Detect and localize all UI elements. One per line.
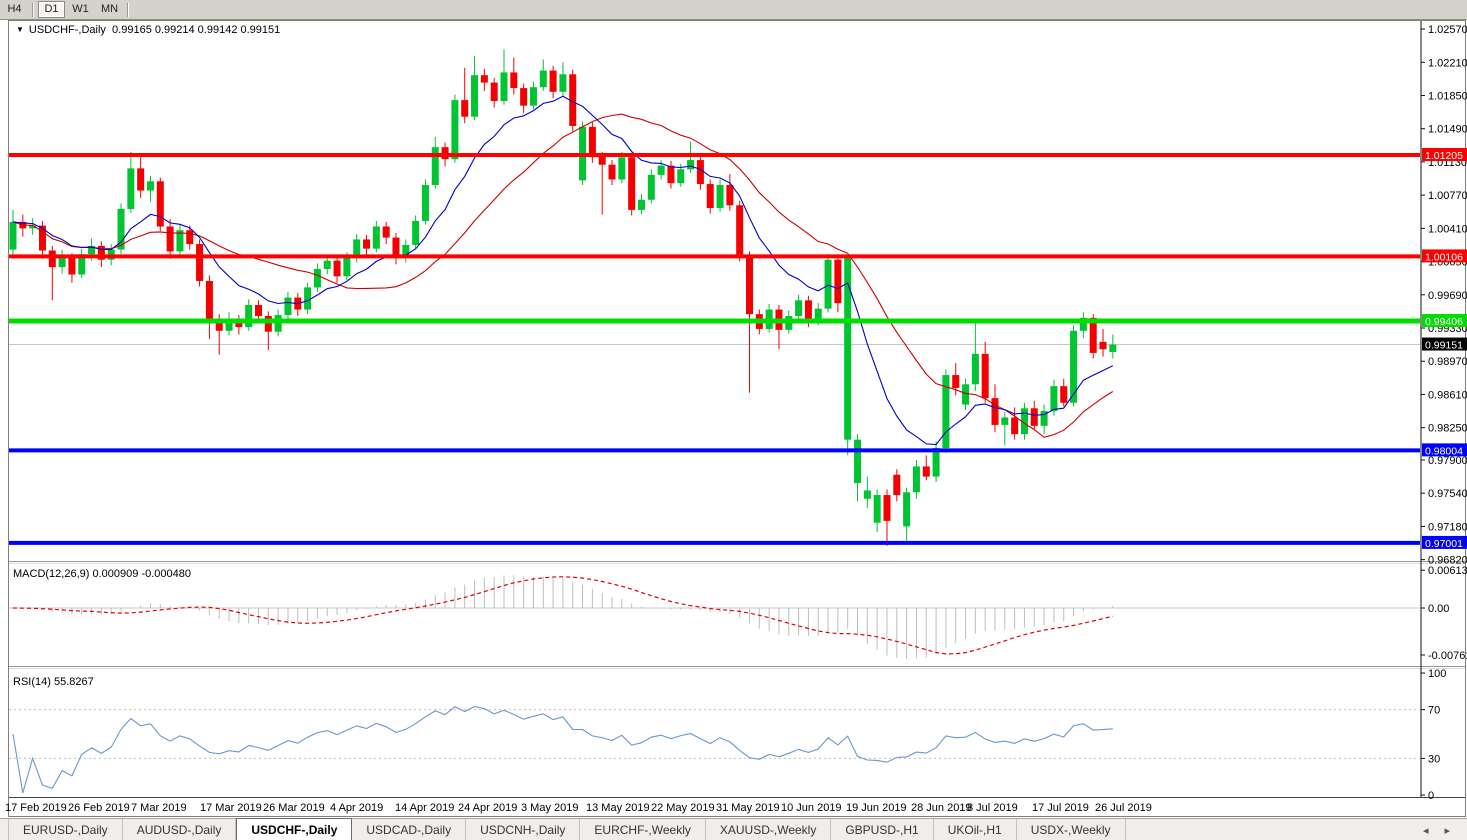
ma-fast-line: [12, 95, 1114, 446]
period-button-w1[interactable]: W1: [67, 1, 94, 18]
chart-title: ▼ USDCHF-,Daily 0.99165 0.99214 0.99142 0…: [16, 24, 280, 36]
rsi-line: [12, 706, 1113, 794]
svg-text:19 Jun 2019: 19 Jun 2019: [846, 802, 907, 814]
chart-tab-eurusd[interactable]: EURUSD-,Daily: [8, 819, 123, 840]
svg-text:0.98610: 0.98610: [1428, 389, 1467, 401]
svg-text:24 Apr 2019: 24 Apr 2019: [458, 802, 517, 814]
chart-tab-xauusd[interactable]: XAUUSD-,Weekly: [706, 819, 832, 840]
chart-tab-usdchf[interactable]: USDCHF-,Daily: [236, 818, 353, 840]
svg-text:31 May 2019: 31 May 2019: [716, 802, 780, 814]
svg-text:100: 100: [1428, 668, 1446, 680]
svg-text:0.99690: 0.99690: [1428, 290, 1467, 302]
svg-text:-0.007612: -0.007612: [1428, 650, 1467, 662]
tab-scroll-arrows: ◂ ▸: [1420, 819, 1467, 840]
svg-text:1.00410: 1.00410: [1428, 223, 1467, 235]
chart-tab-usdcad[interactable]: USDCAD-,Daily: [352, 819, 467, 840]
chart-tab-eurchf[interactable]: EURCHF-,Weekly: [580, 819, 706, 840]
svg-text:1.00106: 1.00106: [1425, 251, 1463, 263]
chart-tab-ukoil[interactable]: UKOil-,H1: [934, 819, 1017, 840]
svg-text:14 Apr 2019: 14 Apr 2019: [395, 802, 454, 814]
svg-text:0.98004: 0.98004: [1425, 445, 1463, 457]
support-resistance-lines: [9, 153, 1420, 545]
period-button-mn[interactable]: MN: [96, 1, 123, 18]
svg-text:1.00770: 1.00770: [1428, 190, 1467, 202]
svg-text:0.00613: 0.00613: [1428, 565, 1467, 577]
chart-symbol-label: USDCHF-,Daily: [28, 24, 106, 36]
period-button-h4[interactable]: H4: [1, 1, 28, 18]
toolbar-separator: [127, 2, 130, 17]
svg-text:4 Apr 2019: 4 Apr 2019: [330, 802, 383, 814]
macd-name: MACD(12,26,9): [13, 568, 90, 580]
svg-text:26 Jul 2019: 26 Jul 2019: [1095, 802, 1152, 814]
price-axis: 1.025701.022101.018501.014901.011301.007…: [1420, 21, 1467, 802]
svg-text:0.00: 0.00: [1428, 603, 1449, 615]
svg-text:1.02570: 1.02570: [1428, 24, 1467, 36]
period-toolbar: H4 D1 W1 MN: [0, 0, 1467, 20]
svg-text:0.97001: 0.97001: [1425, 538, 1463, 550]
svg-text:30: 30: [1428, 753, 1440, 765]
svg-text:10 Jun 2019: 10 Jun 2019: [781, 802, 842, 814]
chart-tab-audusd[interactable]: AUDUSD-,Daily: [123, 819, 237, 840]
candles-layer: [9, 49, 1117, 546]
toolbar-separator: [32, 2, 34, 17]
svg-text:0: 0: [1428, 790, 1434, 802]
chart-tab-usdcnh[interactable]: USDCNH-,Daily: [466, 819, 581, 840]
svg-text:0.98970: 0.98970: [1428, 356, 1467, 368]
svg-text:0.97180: 0.97180: [1428, 521, 1467, 533]
svg-text:26 Feb 2019: 26 Feb 2019: [68, 802, 130, 814]
svg-text:0.96820: 0.96820: [1428, 555, 1467, 567]
svg-text:0.97540: 0.97540: [1428, 488, 1467, 500]
chart-tab-usdx[interactable]: USDX-,Weekly: [1017, 819, 1126, 840]
svg-text:0.98250: 0.98250: [1428, 423, 1467, 435]
svg-text:8 Jul 2019: 8 Jul 2019: [967, 802, 1018, 814]
macd-signal-line: [12, 576, 1113, 655]
chart-quote-values: 0.99165 0.99214 0.99142 0.99151: [112, 24, 281, 36]
svg-text:1.01205: 1.01205: [1425, 150, 1463, 162]
svg-text:17 Jul 2019: 17 Jul 2019: [1032, 802, 1089, 814]
svg-text:1.01850: 1.01850: [1428, 90, 1467, 102]
tab-scroll-right-icon[interactable]: ▸: [1444, 824, 1450, 837]
date-axis: 17 Feb 2019 26 Feb 2019 7 Mar 2019 17 Mar 2…: [5, 802, 1152, 814]
ma-slow-line: [12, 113, 1114, 438]
svg-text:22 May 2019: 22 May 2019: [651, 802, 715, 814]
macd-main-value: 0.000909: [92, 568, 139, 580]
svg-text:1.02210: 1.02210: [1428, 57, 1467, 69]
rsi-value: 55.8267: [53, 676, 94, 688]
period-button-d1[interactable]: D1: [38, 1, 65, 18]
svg-text:1.01490: 1.01490: [1428, 124, 1467, 136]
svg-text:0.97900: 0.97900: [1428, 455, 1467, 467]
svg-text:7 Mar 2019: 7 Mar 2019: [131, 802, 187, 814]
svg-text:0.99151: 0.99151: [1425, 340, 1463, 352]
chart-tab-gbpusd[interactable]: GBPUSD-,H1: [831, 819, 934, 840]
svg-text:17 Feb 2019: 17 Feb 2019: [5, 802, 67, 814]
svg-text:28 Jun 2019: 28 Jun 2019: [911, 802, 972, 814]
macd-signal-value: -0.000480: [141, 568, 191, 580]
macd-indicator-label: MACD(12,26,9) 0.000909 -0.000480: [13, 568, 191, 580]
svg-text:17 Mar 2019: 17 Mar 2019: [200, 802, 262, 814]
rsi-name: RSI(14): [13, 676, 51, 688]
chart-tab-bar: EURUSD-,Daily AUDUSD-,Daily USDCHF-,Daily U…: [0, 818, 1467, 840]
macd-panel: [12, 575, 1114, 660]
svg-text:13 May 2019: 13 May 2019: [586, 802, 650, 814]
chart-dropdown-icon[interactable]: ▼: [16, 25, 24, 34]
tab-scroll-left-icon[interactable]: ◂: [1422, 824, 1429, 837]
svg-text:3 May 2019: 3 May 2019: [521, 802, 578, 814]
svg-text:26 Mar 2019: 26 Mar 2019: [263, 802, 325, 814]
svg-text:70: 70: [1428, 705, 1440, 717]
svg-text:0.99406: 0.99406: [1425, 316, 1463, 328]
rsi-indicator-label: RSI(14) 55.8267: [13, 676, 94, 688]
